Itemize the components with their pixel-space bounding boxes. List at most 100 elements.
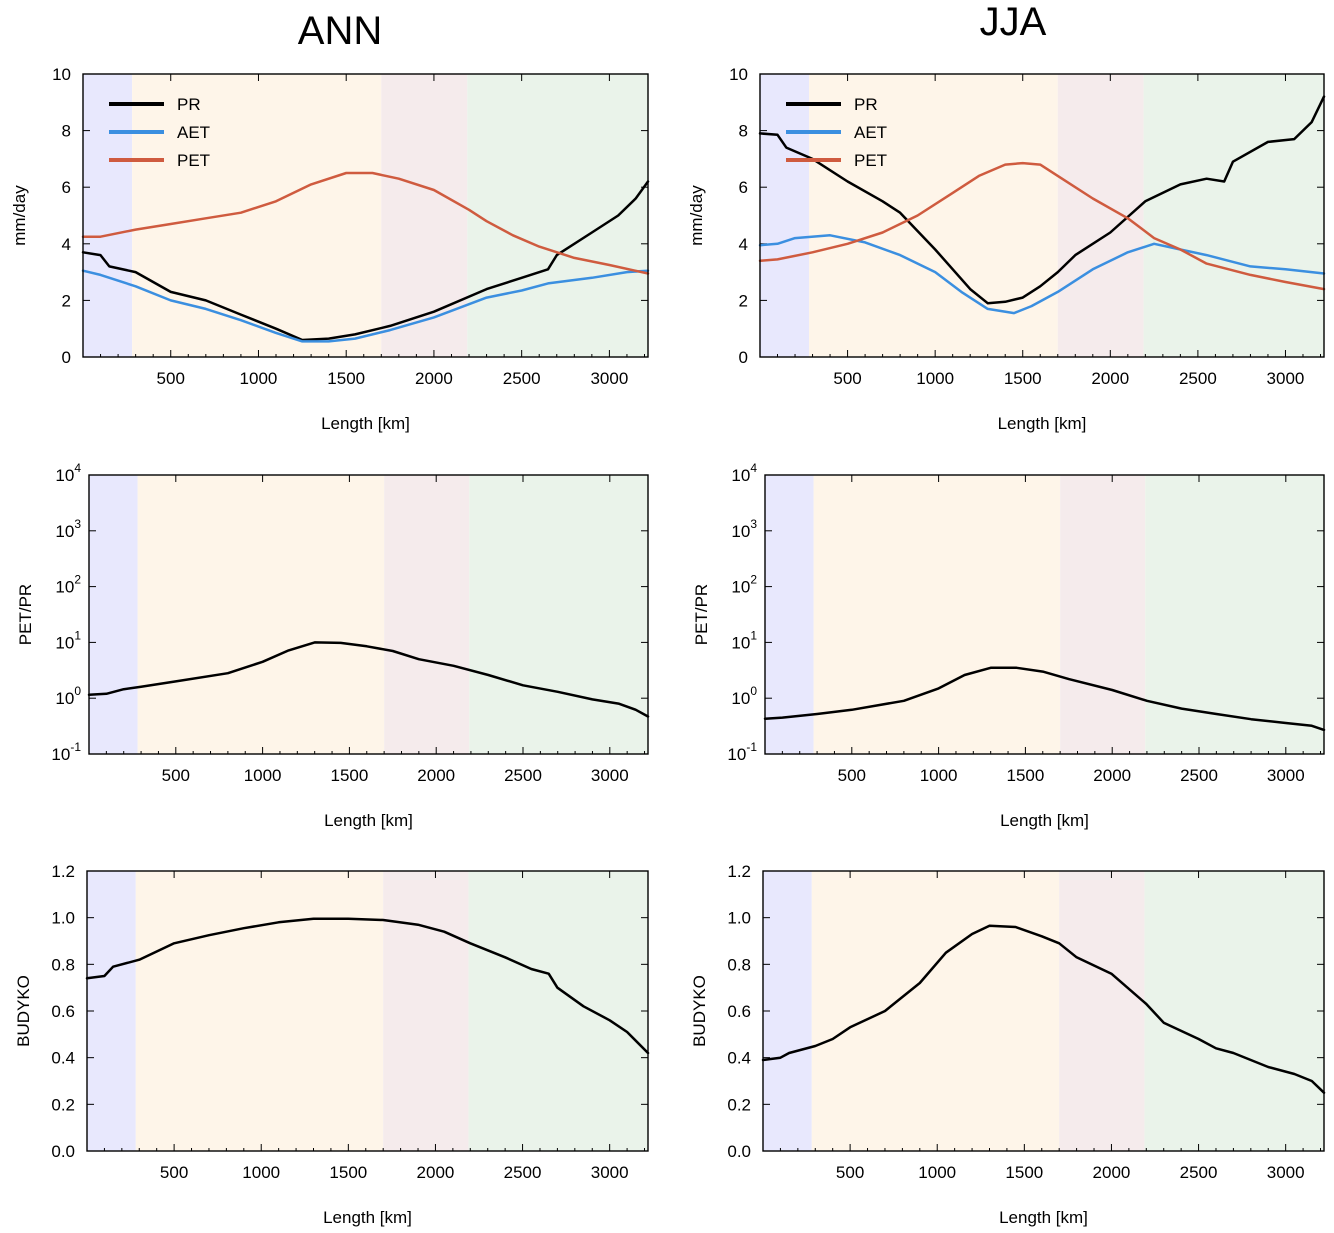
x-tick-label: 2500 bbox=[1180, 766, 1218, 785]
x-tick-label: 3000 bbox=[591, 1163, 629, 1182]
x-tick-label: 1500 bbox=[1006, 766, 1044, 785]
y-tick-label: 101 bbox=[55, 628, 81, 652]
x-tick-label: 3000 bbox=[1267, 369, 1305, 388]
x-tick-label: 1500 bbox=[329, 1163, 367, 1182]
column-title-ann: ANN bbox=[298, 9, 382, 53]
plot-frame bbox=[759, 73, 1325, 358]
y-tick-label: 1.2 bbox=[51, 862, 75, 881]
region-band bbox=[1143, 74, 1324, 357]
region-band bbox=[1059, 871, 1145, 1151]
region-band bbox=[1144, 871, 1324, 1151]
panels: 500 1000 1500 2000 2500 3000 0 2 4 6 8 10 Length [km… bbox=[10, 65, 1326, 1227]
y-tick-label: 0.4 bbox=[51, 1049, 75, 1068]
region-band bbox=[132, 74, 382, 357]
y-tick-label: 103 bbox=[55, 517, 81, 541]
plot-frame bbox=[764, 474, 1325, 755]
y-axis-label: PET/PR bbox=[692, 584, 711, 645]
x-tick-label: 2000 bbox=[417, 1163, 455, 1182]
y-tick-label: 102 bbox=[55, 573, 81, 597]
series-line-pr bbox=[81, 180, 650, 342]
x-tick-label: 3000 bbox=[1267, 766, 1305, 785]
y-tick-label: 6 bbox=[739, 178, 748, 197]
x-tick-label: 2000 bbox=[1091, 369, 1129, 388]
x-tick-label: 2000 bbox=[417, 766, 455, 785]
y-tick-label: 0.2 bbox=[51, 1095, 75, 1114]
region-band bbox=[813, 475, 1061, 754]
y-tick-label: 2 bbox=[62, 291, 71, 310]
series-line-pr bbox=[758, 95, 1326, 305]
x-axis-label: Length [km] bbox=[998, 414, 1087, 433]
x-tick-label: 500 bbox=[833, 369, 861, 388]
legend-label-pet: PET bbox=[854, 151, 887, 170]
legend-label-pet: PET bbox=[177, 151, 210, 170]
series-line-pet bbox=[758, 161, 1326, 291]
x-tick-label: 3000 bbox=[591, 766, 629, 785]
x-tick-label: 2500 bbox=[504, 766, 542, 785]
y-tick-label: 1.2 bbox=[727, 862, 751, 881]
x-tick-label: 500 bbox=[838, 766, 866, 785]
ann-ratio-panel: 500 1000 1500 2000 2500 3000 10-1 100 101 102 103 1… bbox=[16, 461, 650, 830]
series-line-value bbox=[763, 666, 1326, 732]
region-band bbox=[760, 74, 810, 357]
legend-label-pr: PR bbox=[854, 95, 878, 114]
region-band bbox=[468, 871, 648, 1151]
x-tick-label: 2000 bbox=[1093, 1163, 1131, 1182]
region-band bbox=[765, 475, 814, 754]
series-line-pet bbox=[81, 171, 650, 275]
y-tick-label: 100 bbox=[731, 684, 757, 708]
jja-ratio-panel: 500 1000 1500 2000 2500 3000 10-1 100 101 102 103 1… bbox=[692, 461, 1326, 830]
y-tick-label: 8 bbox=[62, 122, 71, 141]
y-tick-label: 1.0 bbox=[727, 909, 751, 928]
legend-label-pr: PR bbox=[177, 95, 201, 114]
y-tick-label: 100 bbox=[55, 684, 81, 708]
region-band bbox=[1145, 475, 1324, 754]
x-tick-label: 2500 bbox=[1179, 369, 1217, 388]
series-line-aet bbox=[758, 234, 1326, 315]
region-band bbox=[383, 871, 469, 1151]
x-tick-label: 2500 bbox=[1180, 1163, 1218, 1182]
legend-label-aet: AET bbox=[854, 123, 887, 142]
x-axis-label: Length [km] bbox=[324, 811, 413, 830]
y-tick-label: 0.4 bbox=[727, 1049, 751, 1068]
y-tick-label: 1.0 bbox=[51, 909, 75, 928]
x-tick-label: 500 bbox=[836, 1163, 864, 1182]
jja-budyko-panel: 500 1000 1500 2000 2500 3000 0.0 0.2 0.4 0.6 0.8 1.… bbox=[690, 862, 1326, 1227]
y-tick-label: 104 bbox=[731, 461, 757, 485]
x-tick-label: 1000 bbox=[244, 766, 282, 785]
y-tick-label: 0.2 bbox=[727, 1095, 751, 1114]
x-tick-label: 500 bbox=[157, 369, 185, 388]
region-band bbox=[467, 74, 648, 357]
x-tick-label: 2000 bbox=[415, 369, 453, 388]
y-axis-label: mm/day bbox=[687, 185, 706, 246]
x-axis-label: Length [km] bbox=[1000, 811, 1089, 830]
region-band bbox=[135, 871, 384, 1151]
plot-frame bbox=[762, 870, 1325, 1152]
y-tick-label: 103 bbox=[731, 517, 757, 541]
series-line-value bbox=[87, 641, 650, 718]
region-band bbox=[83, 74, 133, 357]
y-tick-label: 101 bbox=[731, 628, 757, 652]
ann-fluxes-panel: 500 1000 1500 2000 2500 3000 0 2 4 6 8 10 Length [km… bbox=[10, 65, 650, 433]
x-tick-label: 1500 bbox=[327, 369, 365, 388]
x-tick-label: 1500 bbox=[1005, 1163, 1043, 1182]
y-axis-label: BUDYKO bbox=[690, 975, 709, 1047]
x-tick-label: 2000 bbox=[1093, 766, 1131, 785]
y-tick-label: 4 bbox=[739, 235, 748, 254]
region-band bbox=[469, 475, 648, 754]
y-tick-label: 0.0 bbox=[727, 1142, 751, 1161]
y-tick-label: 0.0 bbox=[51, 1142, 75, 1161]
y-tick-label: 10 bbox=[52, 65, 71, 84]
x-tick-label: 500 bbox=[160, 1163, 188, 1182]
region-band bbox=[89, 475, 138, 754]
y-tick-label: 0 bbox=[739, 348, 748, 367]
y-tick-label: 10-1 bbox=[727, 740, 757, 764]
series-line-value bbox=[761, 924, 1326, 1094]
y-tick-label: 0.6 bbox=[51, 1002, 75, 1021]
legend-label-aet: AET bbox=[177, 123, 210, 142]
y-tick-label: 0.6 bbox=[727, 1002, 751, 1021]
y-tick-label: 0.8 bbox=[727, 955, 751, 974]
ann-budyko-panel: 500 1000 1500 2000 2500 3000 0.0 0.2 0.4 0.6 0.8 1.… bbox=[14, 862, 650, 1227]
x-tick-label: 1000 bbox=[916, 369, 954, 388]
region-band bbox=[384, 475, 470, 754]
